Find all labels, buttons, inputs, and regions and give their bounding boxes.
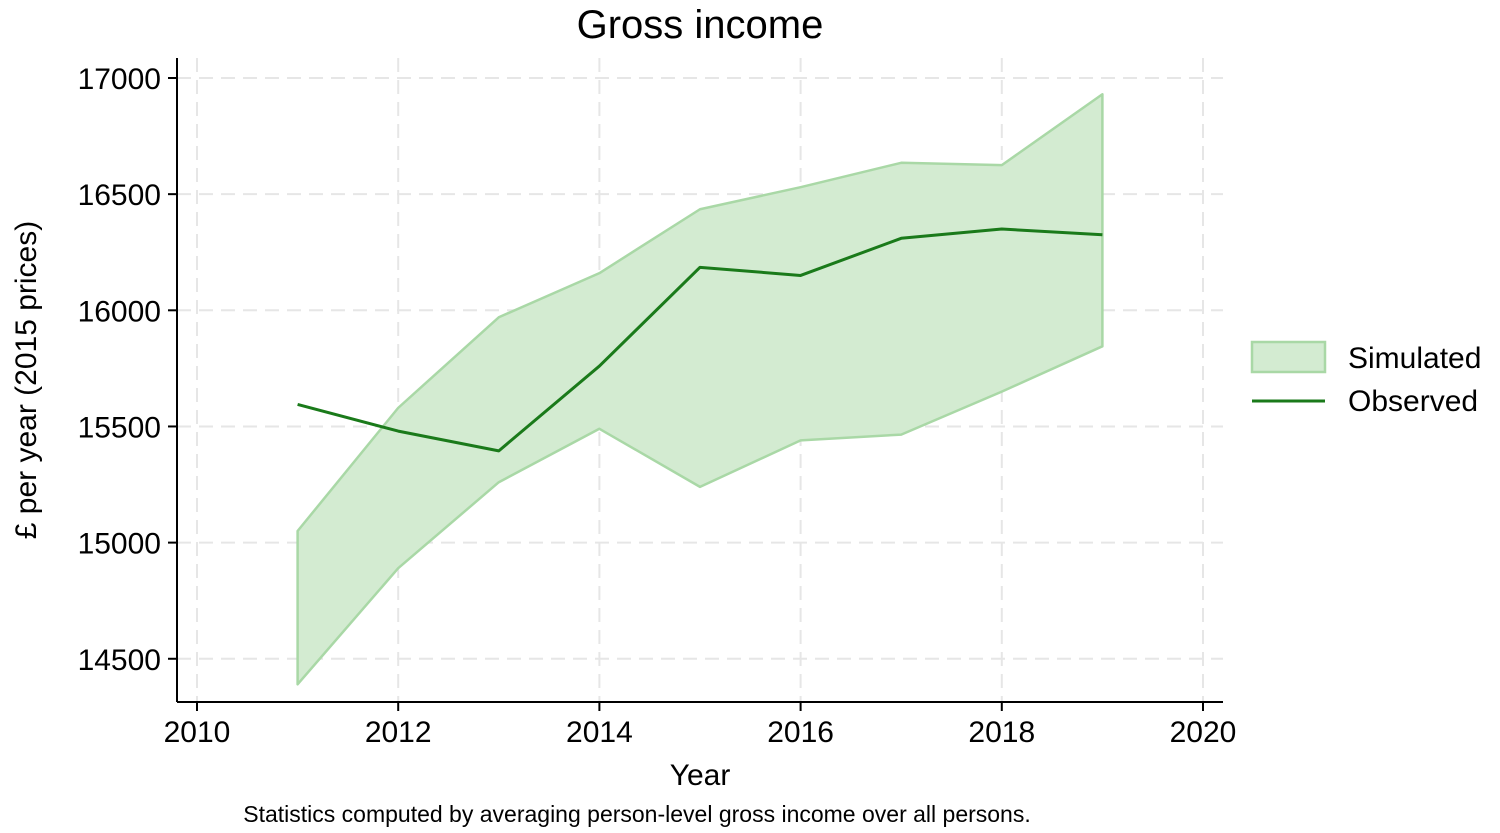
y-tick-label: 16500	[78, 179, 161, 212]
simulated-band	[296, 93, 1104, 686]
x-tick-label: 2016	[767, 716, 834, 749]
y-tick-label: 15000	[78, 528, 161, 561]
chart-note: Statistics computed by averaging person-…	[243, 801, 1031, 827]
y-tick-label: 16000	[78, 295, 161, 328]
simulated-band-layer	[296, 93, 1104, 686]
x-tick-label: 2014	[566, 716, 633, 749]
observed-line	[297, 227, 1103, 453]
y-tick-label: 15500	[78, 411, 161, 444]
legend-swatch-simulated	[1250, 340, 1327, 374]
observed-line-layer	[297, 227, 1103, 453]
x-tick-label: 2018	[968, 716, 1035, 749]
y-tick-label: 17000	[78, 63, 161, 96]
x-tick-labels: 2010 2012 2014 2016 2018 2020	[164, 716, 1237, 749]
legend: Simulated Observed	[1250, 340, 1481, 418]
x-axis-label: Year	[670, 759, 731, 792]
legend-label-observed: Observed	[1348, 385, 1478, 418]
legend-label-simulated: Simulated	[1348, 342, 1481, 375]
y-tick-labels: 14500 15000 15500 16000 16500 17000	[78, 63, 161, 677]
axes	[168, 58, 1223, 711]
x-tick-label: 2020	[1170, 716, 1237, 749]
y-axis-label: £ per year (2015 prices)	[10, 221, 43, 540]
plot-area	[168, 58, 1223, 711]
y-tick-label: 14500	[78, 644, 161, 677]
x-tick-label: 2012	[365, 716, 432, 749]
x-tick-label: 2010	[164, 716, 231, 749]
chart-title: Gross income	[577, 3, 824, 47]
